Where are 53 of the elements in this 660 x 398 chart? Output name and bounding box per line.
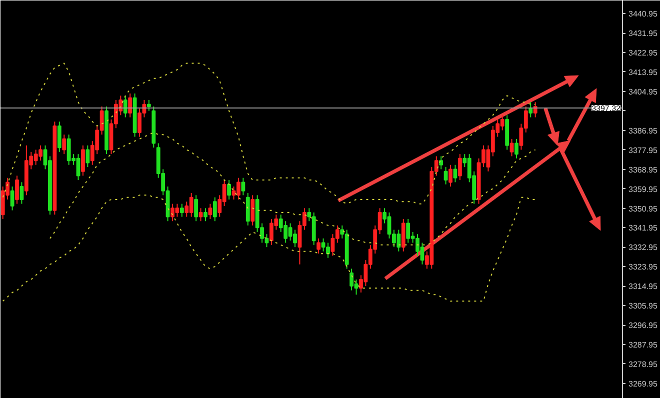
y-tick-label: 3422.95 — [628, 48, 658, 58]
candlestick — [62, 134, 66, 155]
candlestick — [448, 164, 452, 188]
y-tick-label: 3314.95 — [628, 282, 658, 292]
candlestick — [194, 194, 198, 222]
y-tick-label: 3332.95 — [628, 243, 658, 252]
ref-line-label: 3397.32 — [592, 104, 622, 113]
candlestick — [246, 192, 250, 226]
candlestick — [10, 186, 14, 211]
candlestick — [444, 166, 448, 185]
candlestick — [198, 208, 203, 222]
candlestick — [514, 138, 518, 159]
line-series — [2, 194, 536, 302]
y-tick-label: 3305.95 — [628, 302, 658, 311]
candlestick — [401, 218, 406, 252]
candlestick — [86, 144, 90, 168]
candlestick — [123, 95, 128, 118]
candlestick — [316, 238, 321, 254]
candlestick — [528, 102, 533, 118]
y-tick-label: 3278.95 — [628, 360, 658, 369]
candlestick — [250, 194, 255, 226]
y-tick-label: 3323.95 — [628, 262, 658, 272]
y-tick-label: 3341.95 — [628, 224, 658, 233]
candlestick — [241, 177, 246, 196]
y-tick-label: 3386.95 — [628, 126, 658, 136]
candlestick — [458, 154, 462, 181]
candlestick — [128, 93, 132, 118]
y-tick-label: 3404.95 — [628, 87, 658, 96]
candlestick — [510, 138, 514, 157]
candlestick — [227, 180, 231, 200]
candlestick — [57, 121, 62, 152]
candlestick — [15, 175, 19, 204]
candlestick — [533, 102, 538, 118]
y-tick-label: 3296.95 — [628, 321, 658, 330]
y-tick-label: 3368.95 — [628, 165, 658, 174]
y-tick-label: 3440.95 — [628, 10, 658, 19]
y-tick-label: 3269.95 — [628, 379, 658, 388]
candlestick — [350, 268, 354, 291]
candlestick — [180, 203, 184, 218]
candlestick — [20, 182, 24, 204]
candlestick — [204, 208, 208, 222]
candlestick — [208, 203, 212, 220]
y-tick-label: 3413.95 — [628, 68, 658, 77]
y-tick-label: 3287.95 — [628, 340, 658, 350]
candlestick — [146, 100, 151, 112]
candlestick — [453, 164, 458, 183]
candlestick — [212, 196, 217, 222]
candlestick — [439, 156, 444, 170]
y-tick-label: 3350.95 — [628, 204, 658, 214]
y-tick-label: 3359.95 — [628, 184, 658, 194]
y-tick-label: 3431.95 — [628, 29, 658, 38]
y-tick-label: 3377.95 — [628, 146, 658, 155]
candlestick — [81, 144, 85, 176]
